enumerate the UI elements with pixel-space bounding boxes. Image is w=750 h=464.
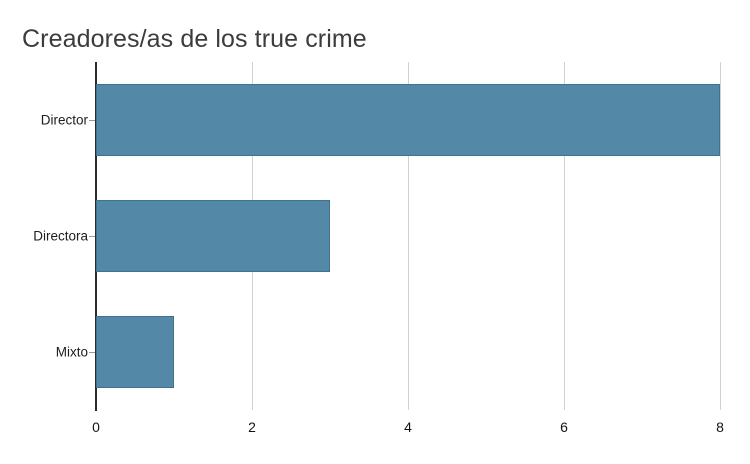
category-label-director: Director <box>40 112 88 128</box>
y-tick-mark-directora <box>89 236 95 237</box>
y-tick-mark-director <box>89 120 95 121</box>
y-tick-mark-mixto <box>89 352 95 353</box>
category-label-directora: Directora <box>33 228 88 244</box>
gridline-x-4 <box>408 62 409 410</box>
plot-area <box>96 62 720 410</box>
category-label-mixto: Mixto <box>55 344 88 360</box>
x-tick-label-8: 8 <box>716 419 724 435</box>
bar-directora <box>96 200 330 272</box>
x-tick-label-0: 0 <box>92 419 100 435</box>
bar-mixto <box>96 316 174 388</box>
bar-director <box>96 84 720 156</box>
chart-title: Creadores/as de los true crime <box>22 25 367 53</box>
x-tick-label-6: 6 <box>560 419 568 435</box>
x-tick-label-4: 4 <box>404 419 412 435</box>
gridline-x-6 <box>564 62 565 410</box>
gridline-x-8 <box>720 62 721 410</box>
x-tick-label-2: 2 <box>248 419 256 435</box>
